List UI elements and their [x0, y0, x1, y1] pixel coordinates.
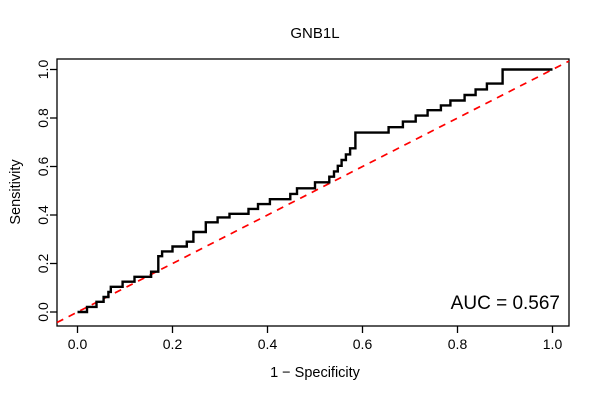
x-tick-label: 0.6 [353, 336, 373, 352]
y-tick-label: 0.8 [35, 108, 51, 128]
y-tick-label: 0.4 [35, 205, 51, 225]
roc-curve [77, 68, 553, 314]
x-tick-label: 0.2 [163, 336, 183, 352]
x-tick-label: 0.4 [258, 336, 278, 352]
y-tick-label: 0.0 [35, 302, 51, 322]
chart-title: GNB1L [290, 25, 339, 42]
x-tick-label: 1.0 [543, 336, 563, 352]
y-axis-title: Sensitivity [8, 159, 24, 225]
y-tick-label: 0.2 [35, 254, 51, 274]
y-tick-label: 0.6 [35, 157, 51, 177]
chance-diagonal-line [56, 60, 570, 324]
y-axis: 0.0 0.2 0.4 0.6 0.8 1.0 [35, 60, 57, 322]
x-axis: 0.0 0.2 0.4 0.6 0.8 1.0 [68, 326, 563, 352]
auc-annotation: AUC = 0.567 [451, 293, 560, 314]
y-tick-label: 1.0 [35, 60, 51, 80]
x-tick-label: 0.8 [448, 336, 468, 352]
x-axis-title: 1 − Specificity [270, 365, 361, 381]
plot-border-box [56, 58, 570, 327]
x-tick-label: 0.0 [68, 336, 88, 352]
